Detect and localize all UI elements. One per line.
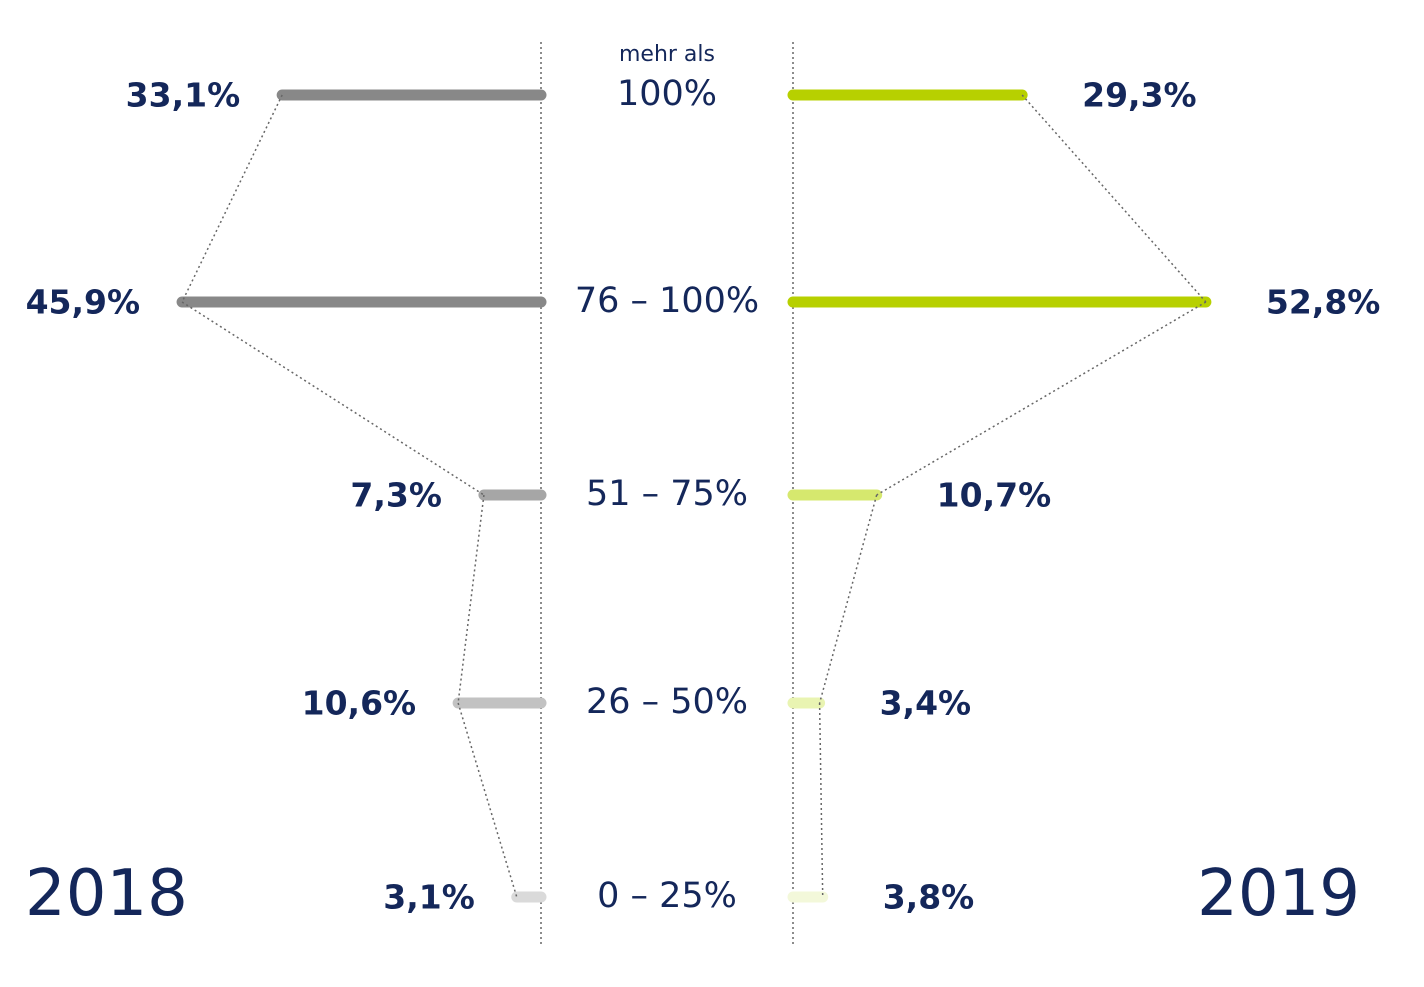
connector [818,494,878,704]
value-label: 33,1% [125,75,241,115]
connector [181,301,485,496]
value-label: 3,8% [882,877,975,917]
value-label: 3,1% [383,877,475,917]
category-label: 51 – 75% [585,474,749,514]
connector [818,702,824,898]
category-label: 76 – 100% [574,281,760,321]
value-label: 29,3% [1082,75,1197,115]
value-label: 7,3% [350,475,442,515]
connector [1021,94,1207,303]
category-label: mehr als 100% [616,42,718,114]
connector [457,702,518,898]
category-label: 0 – 25% [597,876,737,916]
value-label: 10,6% [301,683,417,723]
value-label: 3,4% [879,683,972,723]
connector [457,494,485,704]
value-label: 52,8% [1265,282,1381,322]
value-label: 10,7% [936,475,1052,515]
connector [876,301,1207,496]
connector [181,94,283,303]
legend-year: 2019 [1197,857,1360,931]
legend-year: 2018 [25,857,188,931]
value-label: 45,9% [25,282,141,322]
category-label: 26 – 50% [585,682,749,722]
